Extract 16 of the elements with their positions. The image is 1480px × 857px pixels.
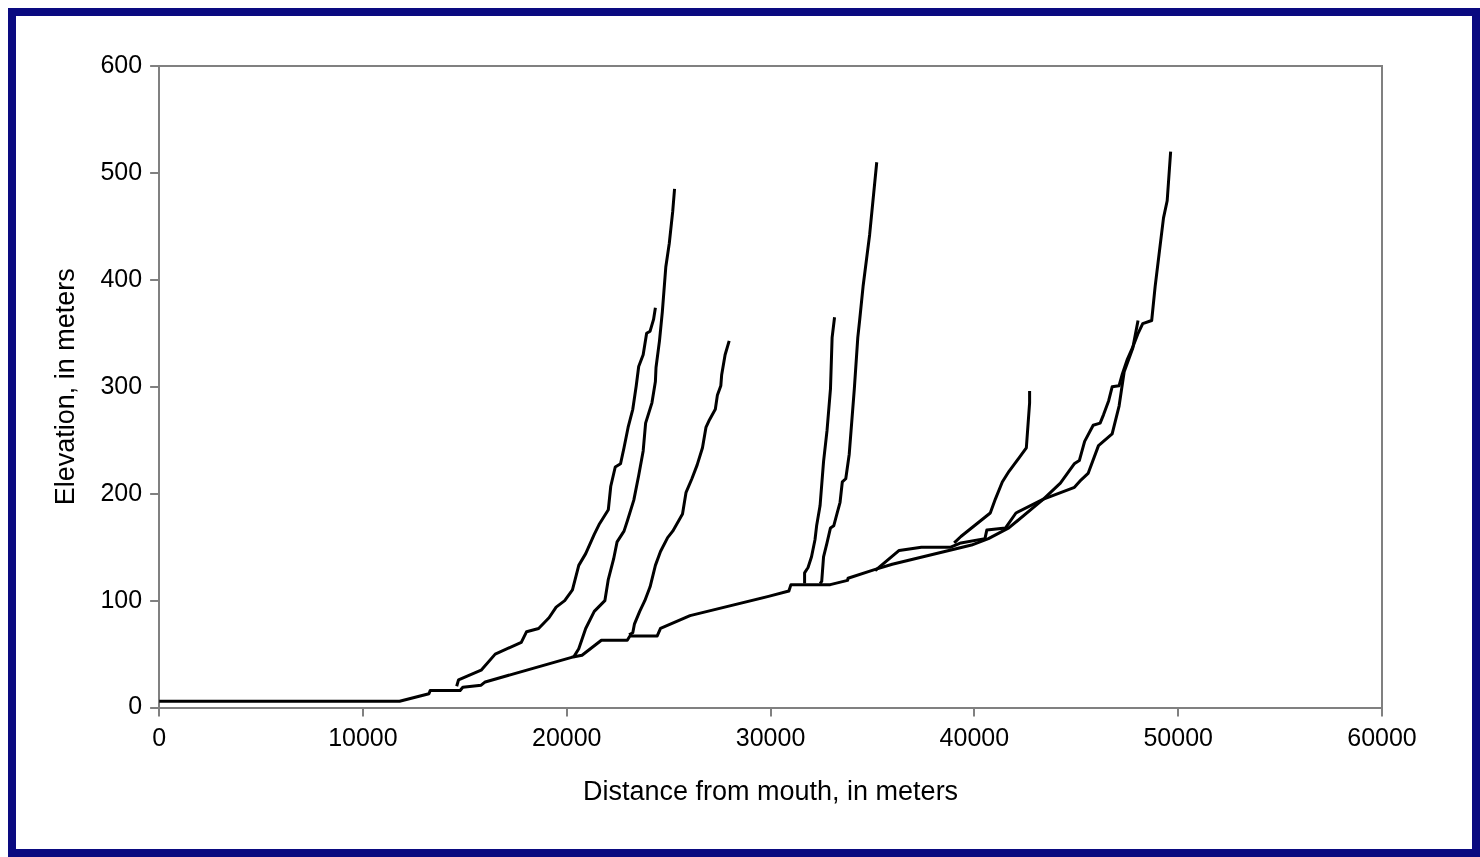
x-tick-label: 10000 xyxy=(328,723,398,752)
y-axis-title: Elevation, in meters xyxy=(49,268,80,506)
x-tick-label: 30000 xyxy=(735,723,806,752)
y-tick-label: 400 xyxy=(100,263,143,292)
x-axis-title: Distance from mouth, in meters xyxy=(582,776,959,807)
x-tick-label: 40000 xyxy=(939,723,1010,752)
y-tick-label: 600 xyxy=(100,49,143,78)
y-tick-label: 200 xyxy=(100,477,143,506)
y-tick-label: 300 xyxy=(100,370,143,399)
x-tick-label: 50000 xyxy=(1143,723,1213,752)
y-tick-label: 500 xyxy=(100,156,143,185)
x-tick-label: 0 xyxy=(152,723,167,752)
x-tick-label: 60000 xyxy=(1347,723,1417,752)
y-tick-label: 0 xyxy=(128,691,143,720)
x-tick-label: 20000 xyxy=(531,723,602,752)
y-tick-label: 100 xyxy=(100,584,143,613)
